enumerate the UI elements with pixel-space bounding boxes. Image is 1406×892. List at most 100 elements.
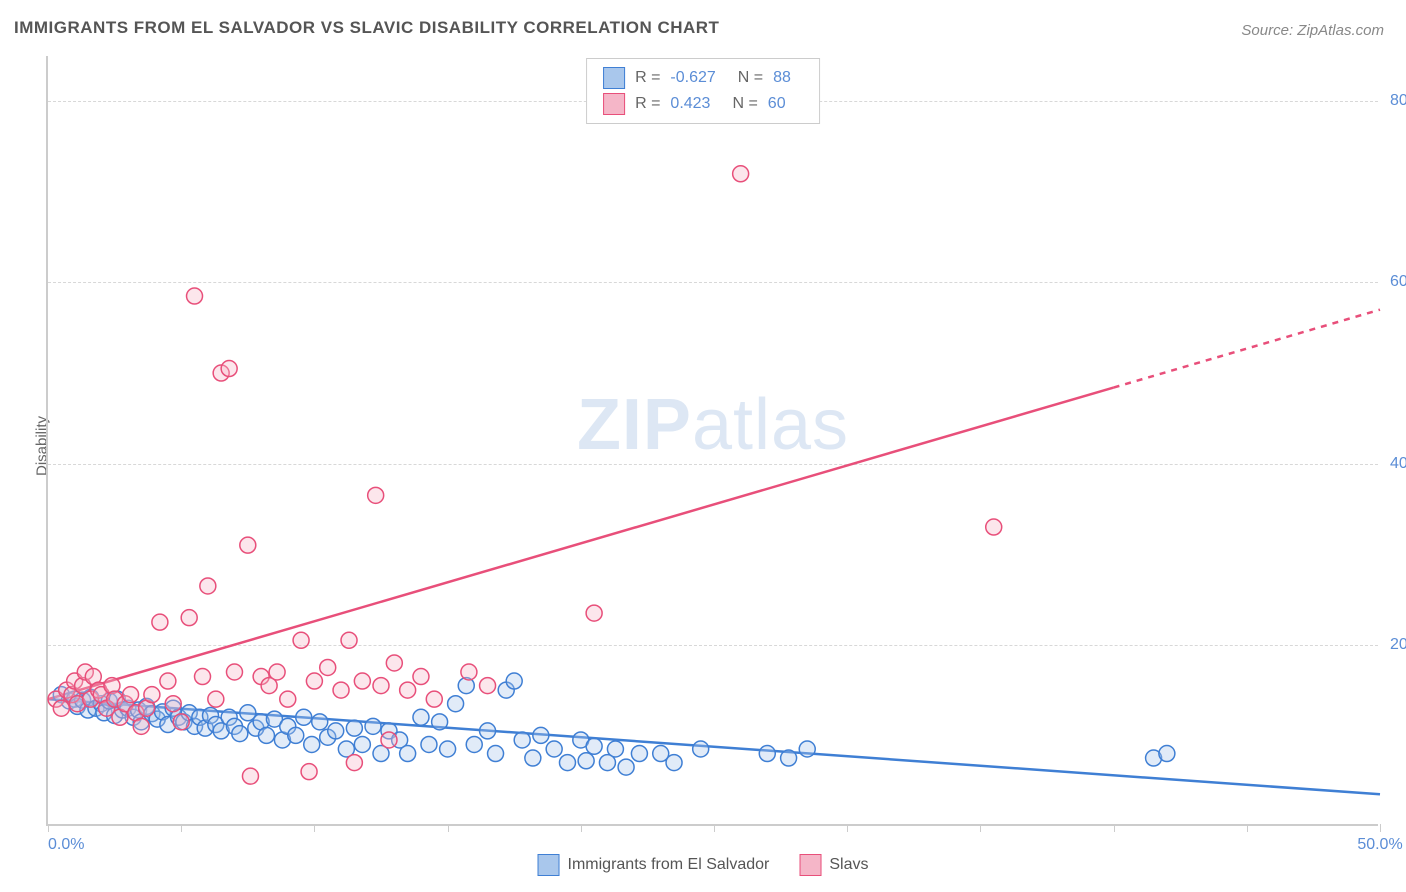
scatter-point <box>312 714 328 730</box>
scatter-point <box>386 655 402 671</box>
y-tick-label: 40.0% <box>1390 455 1406 473</box>
legend-stats-row-0: R = -0.627 N = 88 <box>603 65 803 91</box>
scatter-point <box>733 166 749 182</box>
legend-r-value-1: 0.423 <box>670 91 710 117</box>
scatter-point <box>296 709 312 725</box>
x-tick <box>581 824 582 832</box>
x-tick <box>980 824 981 832</box>
scatter-point <box>400 682 416 698</box>
y-tick-label: 60.0% <box>1390 273 1406 291</box>
x-tick <box>314 824 315 832</box>
scatter-point <box>280 691 296 707</box>
scatter-point <box>301 764 317 780</box>
scatter-point <box>400 746 416 762</box>
scatter-point <box>53 700 69 716</box>
legend-r-label-1: R = <box>635 91 660 117</box>
scatter-point <box>413 709 429 725</box>
scatter-point <box>440 741 456 757</box>
scatter-point <box>293 632 309 648</box>
source-attribution: Source: ZipAtlas.com <box>1241 22 1384 39</box>
scatter-point <box>373 678 389 694</box>
scatter-point <box>448 696 464 712</box>
x-tick <box>1114 824 1115 832</box>
y-tick-label: 20.0% <box>1390 636 1406 654</box>
scatter-point <box>781 750 797 766</box>
scatter-point <box>426 691 442 707</box>
scatter-point <box>559 755 575 771</box>
source-prefix: Source: <box>1241 22 1297 39</box>
scatter-point <box>607 741 623 757</box>
scatter-point <box>181 610 197 626</box>
scatter-point <box>346 755 362 771</box>
x-tick <box>1380 824 1381 832</box>
legend-series: Immigrants from El Salvador Slavs <box>538 854 869 876</box>
scatter-point <box>466 736 482 752</box>
legend-swatch-1 <box>603 93 625 115</box>
x-tick-label: 0.0% <box>48 836 84 854</box>
scatter-point <box>333 682 349 698</box>
scatter-point <box>152 614 168 630</box>
scatter-point <box>240 537 256 553</box>
x-tick <box>181 824 182 832</box>
scatter-point <box>461 664 477 680</box>
legend-stats-row-1: R = 0.423 N = 60 <box>603 91 803 117</box>
source-name: ZipAtlas.com <box>1297 22 1384 39</box>
legend-r-value-0: -0.627 <box>670 65 715 91</box>
legend-n-label-0: N = <box>738 65 763 91</box>
scatter-point <box>421 736 437 752</box>
scatter-point <box>546 741 562 757</box>
x-tick <box>1247 824 1248 832</box>
scatter-point <box>368 487 384 503</box>
x-tick <box>48 824 49 832</box>
y-tick-label: 80.0% <box>1390 92 1406 110</box>
scatter-point <box>269 664 285 680</box>
scatter-point <box>341 632 357 648</box>
scatter-point <box>123 687 139 703</box>
scatter-point <box>586 605 602 621</box>
scatter-point <box>525 750 541 766</box>
x-tick <box>847 824 848 832</box>
scatter-point <box>144 687 160 703</box>
scatter-point <box>488 746 504 762</box>
legend-series-item-0: Immigrants from El Salvador <box>538 854 770 876</box>
scatter-point <box>533 727 549 743</box>
legend-r-label-0: R = <box>635 65 660 91</box>
plot-area: ZIPatlas 20.0%40.0%60.0%80.0% 0.0%50.0% <box>46 56 1378 826</box>
scatter-point <box>480 723 496 739</box>
legend-stats: R = -0.627 N = 88 R = 0.423 N = 60 <box>586 58 820 124</box>
legend-n-label-1: N = <box>732 91 757 117</box>
scatter-point <box>288 727 304 743</box>
scatter-point <box>381 732 397 748</box>
scatter-point <box>413 669 429 685</box>
chart-title: IMMIGRANTS FROM EL SALVADOR VS SLAVIC DI… <box>14 18 719 38</box>
scatter-point <box>173 714 189 730</box>
scatter-point <box>200 578 216 594</box>
scatter-point <box>354 673 370 689</box>
scatter-point <box>759 746 775 762</box>
scatter-point <box>631 746 647 762</box>
x-tick <box>714 824 715 832</box>
x-tick <box>448 824 449 832</box>
legend-series-swatch-1 <box>799 854 821 876</box>
scatter-point <box>432 714 448 730</box>
legend-series-label-1: Slavs <box>829 856 868 874</box>
scatter-point <box>986 519 1002 535</box>
scatter-point <box>304 736 320 752</box>
scatter-point <box>320 659 336 675</box>
scatter-point <box>165 696 181 712</box>
legend-series-label-0: Immigrants from El Salvador <box>568 856 770 874</box>
scatter-point <box>258 727 274 743</box>
scatter-point <box>506 673 522 689</box>
legend-series-item-1: Slavs <box>799 854 868 876</box>
x-tick-label: 50.0% <box>1357 836 1402 854</box>
chart-container: IMMIGRANTS FROM EL SALVADOR VS SLAVIC DI… <box>0 0 1406 892</box>
scatter-point <box>187 288 203 304</box>
scatter-point <box>480 678 496 694</box>
scatter-point <box>666 755 682 771</box>
legend-n-value-1: 60 <box>768 91 786 117</box>
scatter-point <box>578 753 594 769</box>
scatter-point <box>1159 746 1175 762</box>
scatter-point <box>618 759 634 775</box>
scatter-point <box>586 738 602 754</box>
scatter-point <box>693 741 709 757</box>
